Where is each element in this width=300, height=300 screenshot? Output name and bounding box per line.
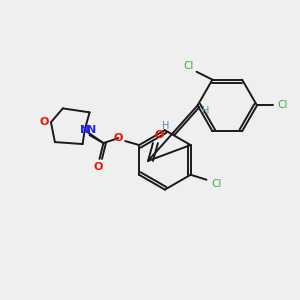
Text: O: O bbox=[94, 162, 103, 172]
Text: O: O bbox=[39, 117, 49, 127]
Text: O: O bbox=[114, 133, 123, 143]
Text: Cl: Cl bbox=[211, 179, 221, 189]
Text: O: O bbox=[154, 130, 164, 140]
Text: N: N bbox=[87, 125, 96, 135]
Text: N: N bbox=[80, 125, 89, 135]
Text: Cl: Cl bbox=[278, 100, 288, 110]
Text: Cl: Cl bbox=[184, 61, 194, 71]
Text: H: H bbox=[162, 121, 169, 131]
Text: H: H bbox=[202, 106, 209, 116]
